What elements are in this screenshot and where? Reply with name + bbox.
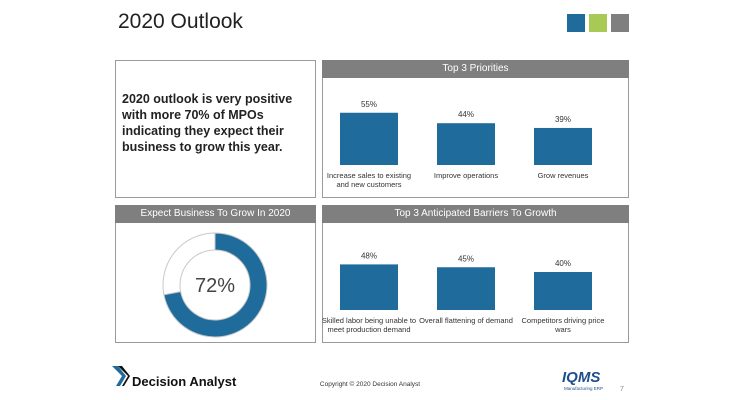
bar <box>340 112 398 165</box>
chart-title: Top 3 Priorities <box>322 60 629 78</box>
category-label: Competitors driving price wars <box>521 316 605 334</box>
bar <box>534 272 592 310</box>
bar <box>437 267 495 310</box>
copyright: Copyright © 2020 Decision Analyst <box>319 381 421 388</box>
brand-icon-graphic <box>112 366 130 386</box>
category-label: Improve operations <box>433 171 499 180</box>
bar <box>534 127 592 165</box>
bar <box>437 123 495 165</box>
decor-square <box>589 14 607 32</box>
decor-square <box>567 14 585 32</box>
donut-slice <box>162 232 216 296</box>
summary-box: 2020 outlook is very positive with more … <box>115 60 316 198</box>
bar <box>340 264 398 310</box>
category-label: Increase sales to existing and new custo… <box>326 171 412 189</box>
center-label: 72% <box>195 275 235 297</box>
value-label: 40% <box>555 259 571 268</box>
category-label: Grow revenues <box>537 171 589 180</box>
category-label: Overall flattening of demand <box>419 316 513 325</box>
page-number: 7 <box>620 386 624 393</box>
brand-icon <box>110 364 130 386</box>
iqms-tagline: Manufacturing ERP <box>564 386 604 391</box>
brand-name: Decision Analyst <box>132 374 237 389</box>
value-label: 44% <box>458 110 474 119</box>
slide-title: 2020 Outlook <box>118 10 243 33</box>
donut-slice <box>163 232 268 338</box>
iqms-logo: IQMS <box>562 369 601 386</box>
decor-square <box>611 14 629 32</box>
chart-title: Top 3 Anticipated Barriers To Growth <box>322 205 629 223</box>
value-label: 39% <box>555 115 571 124</box>
category-label: Skilled labor being unable to meet produ… <box>321 316 417 334</box>
value-label: 48% <box>361 251 377 260</box>
value-label: 55% <box>361 100 377 109</box>
value-label: 45% <box>458 254 474 263</box>
summary-text: 2020 outlook is very positive with more … <box>122 92 293 154</box>
chart-title: Expect Business To Grow In 2020 <box>115 205 316 223</box>
